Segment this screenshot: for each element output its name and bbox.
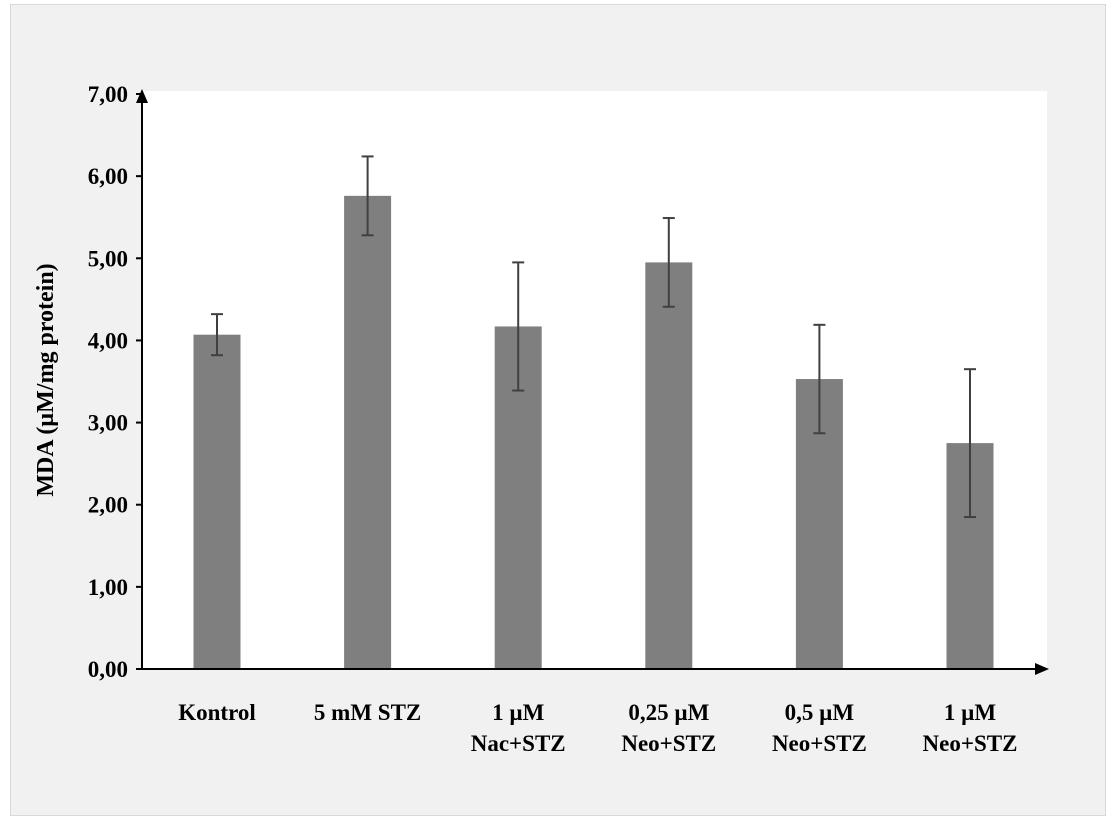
x-category-label: Neo+STZ <box>621 731 716 756</box>
error-bar <box>662 217 675 308</box>
x-category-label: 0,5 µM <box>785 700 855 725</box>
y-tick-label: 6,00 <box>88 164 128 189</box>
x-category-label: Nac+STZ <box>471 731 566 756</box>
x-category-label: 1 µM <box>492 700 545 725</box>
plot-area <box>142 91 1047 669</box>
y-tick-label: 5,00 <box>88 246 128 271</box>
x-category-label: Kontrol <box>178 700 256 725</box>
error-bar <box>512 261 525 392</box>
bar <box>193 334 241 669</box>
bar-chart: 0,00 1,00 2,00 3,00 4,00 5,00 6,00 7,00 Kontrol… <box>33 82 1049 756</box>
x-category-label: 0,25 µM <box>628 700 709 725</box>
y-tick-label: 1,00 <box>88 575 128 600</box>
x-category-label: Neo+STZ <box>772 731 867 756</box>
error-bar <box>211 313 223 357</box>
bar <box>645 262 693 669</box>
y-axis-label: MDA (µM/mg protein) <box>33 263 59 496</box>
x-category-label: 5 mM STZ <box>314 700 421 725</box>
error-bar <box>813 323 826 435</box>
bar <box>344 195 392 669</box>
x-axis-arrow <box>1035 663 1049 675</box>
chart-frame: 0,00 1,00 2,00 3,00 4,00 5,00 6,00 7,00 Kontrol… <box>10 4 1106 816</box>
y-tick-label: 2,00 <box>88 493 128 518</box>
y-tick-label: 0,00 <box>88 657 128 682</box>
x-category-label: 1 µM <box>944 700 997 725</box>
y-axis-arrow <box>136 89 148 103</box>
error-bar <box>361 155 374 237</box>
y-tick-label: 3,00 <box>88 411 128 436</box>
x-category-label: Neo+STZ <box>923 731 1018 756</box>
error-bar <box>964 368 976 519</box>
y-tick-label: 4,00 <box>88 328 128 353</box>
y-tick-label: 7,00 <box>88 82 128 107</box>
